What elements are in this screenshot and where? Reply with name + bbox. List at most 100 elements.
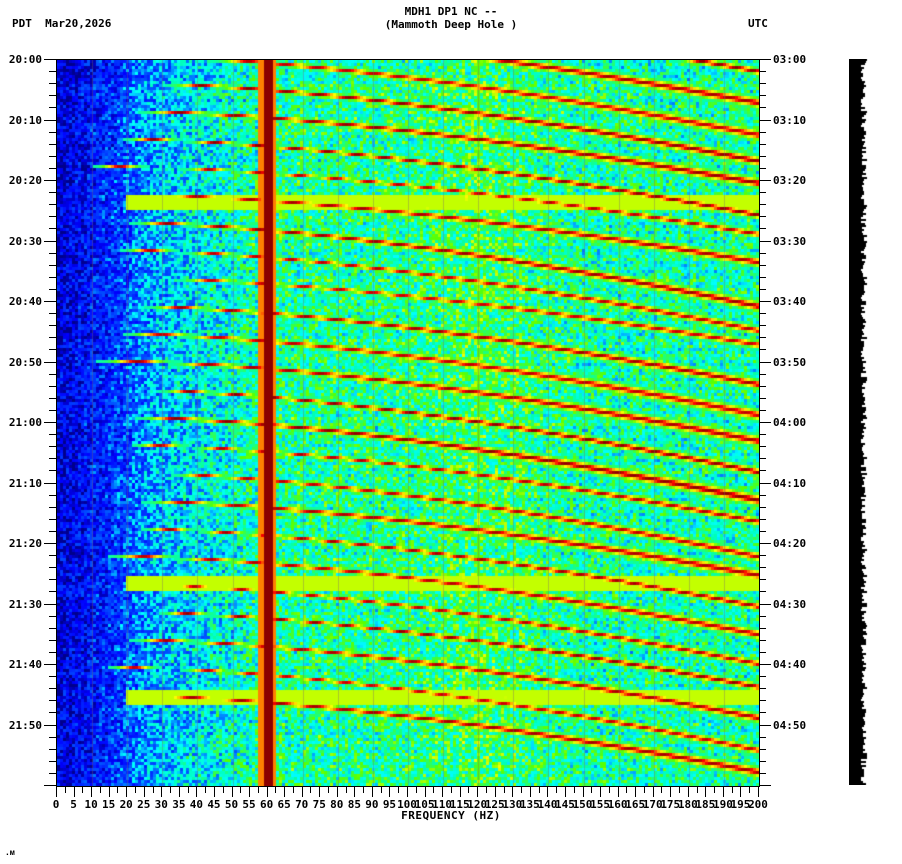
y-axis-minor-tick-right — [759, 289, 766, 290]
y-axis-minor-tick-left — [49, 652, 56, 653]
x-axis-minor-tick — [416, 787, 417, 793]
x-axis-minor-tick — [82, 787, 83, 793]
x-axis-major-tick — [600, 787, 601, 797]
x-axis-major-tick — [723, 787, 724, 797]
y-axis-minor-tick-left — [49, 325, 56, 326]
y-axis-minor-tick-left — [49, 507, 56, 508]
y-axis-major-tick-right — [759, 301, 771, 302]
header-station-name: (Mammoth Deep Hole ) — [384, 18, 518, 31]
y-axis-minor-tick-right — [759, 579, 766, 580]
x-axis-minor-tick — [258, 787, 259, 793]
x-axis-minor-tick — [275, 787, 276, 793]
y-axis-minor-tick-right — [759, 349, 766, 350]
x-axis-major-tick — [583, 787, 584, 797]
y-axis-minor-tick-left — [49, 289, 56, 290]
y-axis-major-tick-left — [44, 543, 56, 544]
y-axis-label-left-9: 21:30 — [8, 597, 42, 611]
y-axis-major-tick-right — [759, 59, 771, 60]
y-axis-major-tick-right — [759, 362, 771, 363]
y-axis-label-right-3: 03:30 — [773, 234, 807, 248]
x-axis-minor-tick — [521, 787, 522, 793]
x-axis-minor-tick — [363, 787, 364, 793]
y-axis-major-tick-left — [44, 120, 56, 121]
y-axis-major-tick-left — [44, 725, 56, 726]
y-axis-minor-tick-right — [759, 156, 766, 157]
y-axis-minor-tick-left — [49, 434, 56, 435]
x-axis-minor-tick — [117, 787, 118, 793]
x-axis-minor-tick — [591, 787, 592, 793]
x-axis-minor-tick — [609, 787, 610, 793]
x-axis-major-tick — [758, 787, 759, 797]
y-axis-minor-tick-left — [49, 519, 56, 520]
x-axis-major-tick — [547, 787, 548, 797]
y-axis-minor-tick-right — [759, 168, 766, 169]
y-axis-minor-tick-left — [49, 749, 56, 750]
x-axis-major-tick — [495, 787, 496, 797]
y-axis-minor-tick-left — [49, 216, 56, 217]
y-axis-label-left-4: 20:40 — [8, 295, 42, 308]
y-axis-minor-tick-left — [49, 398, 56, 399]
y-axis-minor-tick-left — [49, 265, 56, 266]
y-axis-minor-tick-left — [49, 458, 56, 459]
x-axis-major-tick — [442, 787, 443, 797]
y-axis-minor-tick-right — [759, 507, 766, 508]
x-axis-major-tick — [425, 787, 426, 797]
y-axis-minor-tick-left — [49, 192, 56, 193]
y-axis-minor-tick-right — [759, 616, 766, 617]
x-axis-title: FREQUENCY (HZ) — [401, 809, 501, 822]
x-axis-minor-tick — [240, 787, 241, 793]
y-axis-minor-tick-right — [759, 71, 766, 72]
x-axis-minor-tick — [346, 787, 347, 793]
y-axis-minor-tick-left — [49, 349, 56, 350]
y-axis-minor-tick-right — [759, 567, 766, 568]
y-axis-minor-tick-right — [759, 628, 766, 629]
x-axis-minor-tick — [433, 787, 434, 793]
y-axis-label-left-3: 20:30 — [8, 234, 42, 248]
spectrogram-canvas[interactable] — [57, 60, 759, 786]
y-axis-label-right-5: 03:50 — [773, 355, 807, 369]
x-axis-minor-tick — [451, 787, 452, 793]
x-axis-major-tick — [109, 787, 110, 797]
y-axis-label-left-11: 21:50 — [8, 718, 42, 732]
y-axis-minor-tick-right — [759, 652, 766, 653]
x-axis-major-tick — [354, 787, 355, 797]
y-axis-minor-tick-right — [759, 495, 766, 496]
y-axis-major-tick-left — [44, 362, 56, 363]
y-axis-minor-tick-left — [49, 107, 56, 108]
y-axis-minor-tick-left — [49, 374, 56, 375]
x-axis-minor-tick — [714, 787, 715, 793]
x-axis-minor-tick — [539, 787, 540, 793]
y-axis-minor-tick-right — [759, 555, 766, 556]
y-axis-minor-tick-right — [759, 144, 766, 145]
x-axis-minor-tick — [732, 787, 733, 793]
x-axis-major-tick — [565, 787, 566, 797]
spectrogram-plot[interactable] — [56, 59, 760, 787]
x-axis-major-tick — [618, 787, 619, 797]
y-axis-minor-tick-left — [49, 228, 56, 229]
corner-mark: .ᴍ — [5, 848, 15, 857]
y-axis-minor-tick-right — [759, 458, 766, 459]
y-axis-major-tick-left — [44, 483, 56, 484]
x-axis-minor-tick — [100, 787, 101, 793]
x-axis-major-tick — [407, 787, 408, 797]
x-axis-minor-tick — [504, 787, 505, 793]
y-axis-major-tick-right — [759, 785, 771, 786]
y-axis-minor-tick-right — [759, 688, 766, 689]
y-axis-label-left-2: 20:20 — [8, 174, 42, 187]
x-axis-major-tick — [460, 787, 461, 797]
x-axis-major-tick — [91, 787, 92, 797]
y-axis-major-tick-right — [759, 483, 771, 484]
x-axis-major-tick — [389, 787, 390, 797]
header-timezone-left: PDT — [12, 17, 32, 30]
x-axis-minor-tick — [556, 787, 557, 793]
x-axis-minor-tick — [293, 787, 294, 793]
y-axis-minor-tick-right — [759, 591, 766, 592]
y-axis-minor-tick-right — [759, 470, 766, 471]
x-axis-major-tick — [232, 787, 233, 797]
x-axis-major-tick — [284, 787, 285, 797]
header-date: Mar20,2026 — [45, 17, 112, 30]
y-axis-minor-tick-left — [49, 700, 56, 701]
y-axis-minor-tick-right — [759, 337, 766, 338]
y-axis-label-right-7: 04:10 — [773, 476, 807, 490]
y-axis-minor-tick-right — [759, 277, 766, 278]
